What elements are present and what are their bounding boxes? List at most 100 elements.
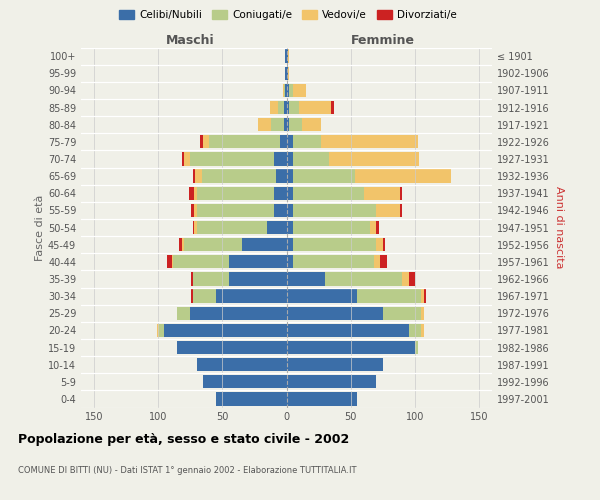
- Bar: [164, 324, 287, 337]
- Y-axis label: Anni di nascita: Anni di nascita: [554, 186, 563, 269]
- Bar: [287, 341, 415, 354]
- Bar: [184, 152, 190, 166]
- Bar: [193, 221, 194, 234]
- Bar: [271, 118, 284, 132]
- Bar: [287, 324, 409, 337]
- Bar: [287, 204, 293, 217]
- Bar: [329, 152, 419, 166]
- Bar: [289, 118, 302, 132]
- Bar: [173, 255, 229, 268]
- Bar: [229, 255, 287, 268]
- Bar: [197, 358, 287, 372]
- Bar: [276, 170, 287, 183]
- Bar: [160, 324, 164, 337]
- Bar: [364, 186, 400, 200]
- Bar: [293, 186, 364, 200]
- Bar: [283, 84, 284, 97]
- Bar: [421, 324, 424, 337]
- Bar: [274, 204, 287, 217]
- Bar: [194, 204, 197, 217]
- Bar: [325, 272, 402, 285]
- Bar: [258, 118, 271, 132]
- Bar: [293, 135, 321, 148]
- Bar: [197, 204, 274, 217]
- Bar: [193, 272, 229, 285]
- Bar: [184, 238, 242, 252]
- Bar: [287, 272, 325, 285]
- Text: Maschi: Maschi: [166, 34, 214, 46]
- Bar: [196, 170, 202, 183]
- Bar: [370, 221, 376, 234]
- Bar: [293, 221, 370, 234]
- Bar: [287, 186, 293, 200]
- Bar: [302, 118, 321, 132]
- Bar: [289, 101, 299, 114]
- Bar: [421, 290, 424, 303]
- Bar: [270, 101, 278, 114]
- Bar: [194, 186, 197, 200]
- Bar: [190, 152, 274, 166]
- Legend: Celibi/Nubili, Coniugati/e, Vedovi/e, Divorziati/e: Celibi/Nubili, Coniugati/e, Vedovi/e, Di…: [117, 8, 459, 22]
- Bar: [289, 84, 293, 97]
- Bar: [331, 101, 334, 114]
- Bar: [287, 118, 289, 132]
- Bar: [287, 50, 288, 63]
- Bar: [299, 101, 331, 114]
- Bar: [216, 290, 287, 303]
- Bar: [287, 84, 289, 97]
- Bar: [415, 341, 418, 354]
- Bar: [287, 392, 357, 406]
- Bar: [287, 66, 288, 80]
- Bar: [284, 84, 285, 97]
- Bar: [178, 306, 190, 320]
- Bar: [383, 238, 385, 252]
- Bar: [285, 50, 287, 63]
- Bar: [172, 255, 173, 268]
- Bar: [202, 170, 276, 183]
- Bar: [197, 186, 274, 200]
- Bar: [293, 84, 306, 97]
- Bar: [355, 170, 451, 183]
- Bar: [287, 238, 293, 252]
- Bar: [288, 50, 289, 63]
- Bar: [400, 204, 402, 217]
- Bar: [287, 290, 357, 303]
- Bar: [293, 152, 329, 166]
- Bar: [287, 152, 293, 166]
- Bar: [189, 186, 194, 200]
- Bar: [191, 204, 194, 217]
- Bar: [409, 324, 421, 337]
- Bar: [321, 135, 418, 148]
- Bar: [380, 255, 386, 268]
- Bar: [178, 341, 287, 354]
- Bar: [376, 238, 383, 252]
- Bar: [287, 306, 383, 320]
- Bar: [278, 101, 284, 114]
- Bar: [179, 238, 182, 252]
- Bar: [287, 358, 383, 372]
- Bar: [293, 170, 355, 183]
- Y-axis label: Fasce di età: Fasce di età: [35, 194, 45, 260]
- Bar: [287, 170, 293, 183]
- Bar: [357, 290, 421, 303]
- Bar: [193, 170, 196, 183]
- Bar: [182, 238, 184, 252]
- Bar: [293, 238, 376, 252]
- Bar: [374, 255, 380, 268]
- Text: Femmine: Femmine: [351, 34, 415, 46]
- Bar: [421, 306, 424, 320]
- Bar: [182, 152, 184, 166]
- Bar: [274, 152, 287, 166]
- Bar: [191, 290, 193, 303]
- Bar: [293, 255, 374, 268]
- Bar: [424, 290, 427, 303]
- Bar: [383, 306, 421, 320]
- Bar: [376, 204, 400, 217]
- Bar: [402, 272, 409, 285]
- Bar: [274, 186, 287, 200]
- Bar: [167, 255, 172, 268]
- Bar: [400, 186, 402, 200]
- Bar: [229, 272, 287, 285]
- Bar: [193, 290, 216, 303]
- Bar: [287, 135, 293, 148]
